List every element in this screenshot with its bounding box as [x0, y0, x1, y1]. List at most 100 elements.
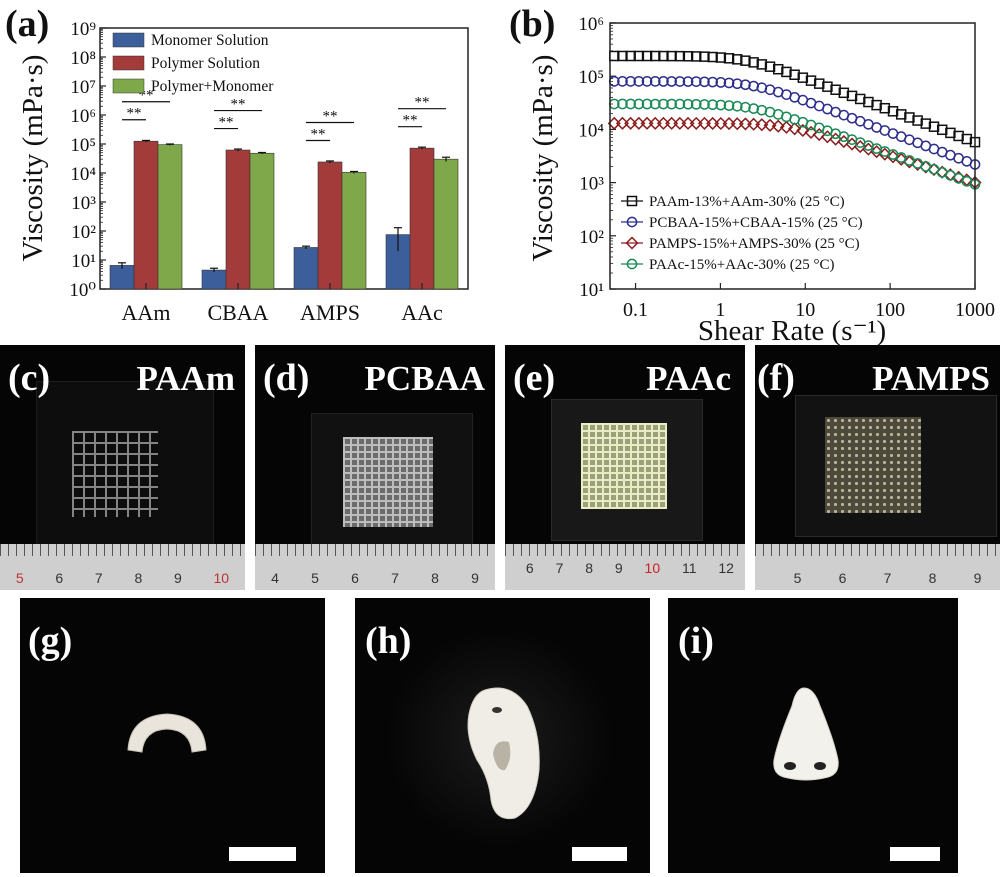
- plot-frame-a: [99, 27, 469, 290]
- data-point: [682, 51, 694, 62]
- data-point: [626, 216, 638, 228]
- scale-bar: [229, 847, 296, 861]
- panel-label-b: (b): [509, 3, 555, 45]
- data-point: [615, 116, 630, 130]
- data-point: [617, 50, 628, 62]
- data-point: [625, 76, 636, 87]
- scale-bar: [890, 847, 940, 861]
- bar: [109, 265, 135, 290]
- data-point: [682, 76, 694, 87]
- photo-d: 4 5 6 7 8 9 (d) PCBAA: [255, 345, 495, 590]
- y-tick-label: 10²: [71, 222, 96, 243]
- data-point: [730, 117, 744, 131]
- ruler-mark: 8: [585, 560, 594, 576]
- legend-swatch: [112, 78, 145, 94]
- data-point: [658, 76, 669, 87]
- bar: [133, 140, 159, 290]
- x-tick-label: CBAA: [207, 300, 268, 325]
- y-tick-label: 10¹: [579, 280, 604, 301]
- scaffold-grid: [343, 437, 433, 527]
- legend-label: PAMPS-15%+AMPS-30% (25 °C): [649, 236, 860, 252]
- ruler-mark: 9: [973, 570, 982, 586]
- legend-label: Polymer+Monomer: [151, 78, 274, 95]
- data-point: [649, 98, 661, 110]
- data-point: [748, 57, 759, 68]
- data-point: [723, 53, 735, 64]
- y-tick-label: 10⁷: [70, 77, 96, 98]
- ruler-mark: 7: [391, 570, 399, 586]
- data-point: [641, 98, 653, 110]
- sample-name-e: PAAc: [646, 359, 731, 398]
- data-point: [723, 100, 735, 111]
- data-point: [731, 54, 743, 65]
- significance-mark: **: [231, 97, 246, 113]
- data-point: [731, 78, 743, 90]
- data-point: [699, 76, 710, 88]
- bar: [317, 161, 343, 290]
- data-point: [738, 117, 752, 131]
- legend-label: PAAm-13%+AAm-30% (25 °C): [649, 194, 845, 210]
- data-point: [953, 130, 964, 142]
- data-point: [697, 116, 711, 130]
- ruler: [755, 544, 1000, 590]
- ruler-mark: 12: [718, 560, 734, 576]
- scaffold-grid: [825, 417, 921, 513]
- y-tick-label: 10⁰: [69, 280, 96, 301]
- data-point: [706, 116, 720, 131]
- photo-h: (h): [355, 598, 650, 873]
- data-point: [626, 195, 638, 207]
- data-point: [912, 115, 923, 126]
- ruler-mark: 9: [614, 560, 623, 576]
- data-point: [626, 258, 638, 270]
- significance-mark: **: [415, 95, 430, 111]
- chart-b: (b) Viscosity (mPa·s) 10¹ 10² 10³ 10⁴ 10⁵ 10⁶…: [509, 3, 995, 345]
- printed-nose: [773, 687, 839, 781]
- data-point: [699, 51, 710, 62]
- significance-mark: **: [127, 106, 142, 122]
- significance-mark: **: [323, 109, 338, 125]
- data-point: [928, 121, 940, 132]
- data-point: [822, 81, 833, 92]
- x-tick-label: 1000: [955, 299, 995, 321]
- sample-name-d: PCBAA: [364, 359, 485, 398]
- y-tick-label: 10⁶: [578, 14, 604, 35]
- data-point: [887, 106, 899, 117]
- data-point: [649, 76, 661, 87]
- data-point: [625, 50, 636, 62]
- data-point: [649, 50, 661, 62]
- data-point: [781, 66, 792, 78]
- data-point: [920, 118, 932, 129]
- data-point: [681, 116, 695, 130]
- x-tick-label: 10: [795, 299, 815, 321]
- xlabel-b: Shear Rate (s⁻¹): [698, 315, 886, 345]
- y-tick-label: 10⁶: [70, 106, 96, 127]
- data-point: [656, 116, 670, 130]
- y-tick-label: 10⁵: [578, 67, 604, 88]
- data-point: [772, 63, 784, 75]
- data-point: [779, 120, 793, 134]
- data-point: [673, 116, 687, 130]
- x-tick-label: AAm: [122, 300, 171, 325]
- ruler-mark: 4: [271, 570, 279, 586]
- data-point: [871, 99, 882, 111]
- ruler-mark: 5: [311, 570, 319, 586]
- y-tick-label: 10⁸: [70, 48, 96, 69]
- data-point: [640, 116, 654, 130]
- data-point: [748, 103, 759, 114]
- y-tick-label: 10³: [71, 193, 96, 214]
- data-point: [632, 116, 646, 130]
- ruler-mark: 11: [681, 560, 697, 576]
- series-circle: [608, 76, 981, 170]
- data-point: [658, 50, 669, 62]
- data-point: [715, 99, 727, 111]
- legend-label: Polymer Solution: [151, 55, 260, 72]
- data-point: [740, 55, 751, 66]
- data-point: [879, 102, 891, 114]
- x-tick-label: AAc: [401, 300, 443, 325]
- data-point: [666, 98, 677, 110]
- ruler-mark: 6: [351, 570, 359, 586]
- data-point: [755, 118, 769, 132]
- data-point: [764, 61, 776, 72]
- data-point: [771, 119, 785, 133]
- panel-label-h: (h): [365, 620, 412, 662]
